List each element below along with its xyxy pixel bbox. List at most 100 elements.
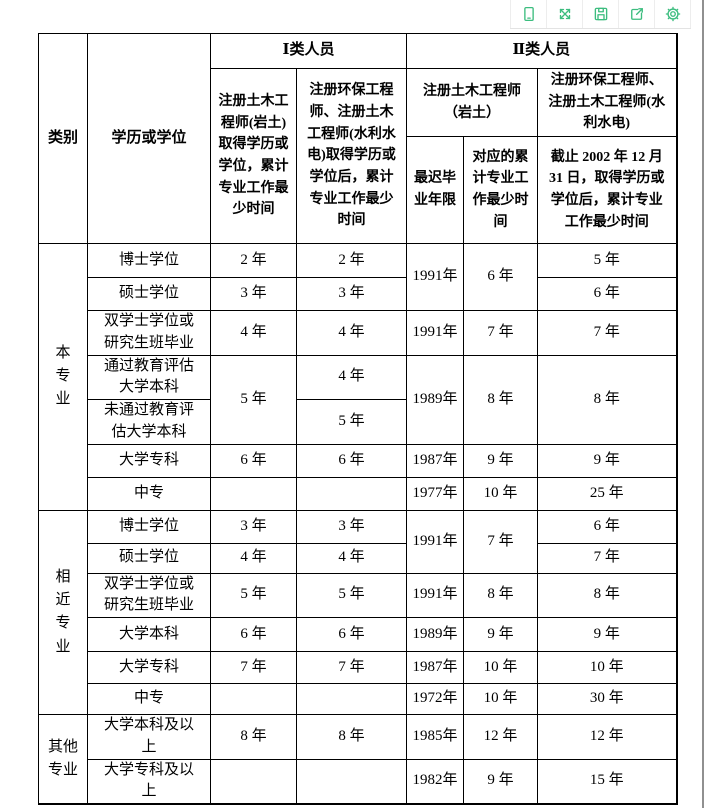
education-cell: 未通过教育评估大学本科 — [87, 399, 211, 445]
table-row: 未通过教育评估大学本科 5 年 — [39, 399, 677, 445]
category-cell: 其他专业 — [38, 714, 88, 805]
header-grad-year: 最迟毕业年限 — [406, 136, 464, 245]
table-cell: 6 年 — [210, 443, 297, 478]
table-cell: 9 年 — [463, 443, 538, 478]
table-cell: 10 年 — [536, 651, 678, 685]
education-cell: 双学士学位或研究生班毕业 — [87, 572, 211, 619]
category-label: 其他专业 — [47, 738, 78, 779]
table-cell: 12 年 — [536, 714, 678, 760]
table-row: 大学专科 7 年 7 年 1987年 10 年 10 年 — [39, 651, 678, 685]
table-cell: 8 年 — [463, 354, 538, 445]
category-label: 相近专业 — [55, 568, 71, 655]
table-row: 本专业 博士学位 2 年 2 年 1991年 6 年 5 年 — [38, 243, 678, 511]
table-cell: 5 年 — [210, 572, 297, 619]
table-row: 双学士学位或研究生班毕业 4 年 4 年 1991年 7 年 7 年 — [39, 310, 678, 356]
save-button[interactable] — [582, 0, 618, 28]
header-class2-group-geotech: 注册土木工程师（岩土） — [406, 67, 538, 138]
table-cell: 3 年 — [296, 509, 407, 544]
table-cell: 10 年 — [463, 683, 538, 716]
table-cell — [296, 758, 407, 805]
table-cell: 8 年 — [536, 572, 678, 619]
table-cell: 3 年 — [296, 277, 407, 312]
table-cell: 8 年 — [296, 714, 407, 760]
table-cell — [296, 683, 407, 716]
table-row: 其他专业 大学本科及以上 8 年 8 年 1985年 12 年 12 年 — [38, 714, 678, 805]
table-cell: 2 年 — [210, 243, 297, 279]
table-row: 双学士学位或研究生班毕业 5 年 5 年 1991年 8 年 8 年 — [39, 572, 678, 619]
education-cell: 通过教育评估大学本科 — [87, 354, 211, 401]
education-cell: 大学专科 — [87, 651, 211, 685]
table-cell: 12 年 — [463, 714, 538, 760]
mobile-button[interactable] — [510, 0, 546, 28]
table-cell: 2 年 — [296, 243, 407, 279]
header-education: 学历或学位 — [87, 32, 211, 245]
header-class2-group-env: 注册环保工程师、注册土木工程师(水利水电) — [536, 67, 678, 138]
table-cell: 5 年 — [296, 399, 407, 445]
table-row: 大学本科 6 年 6 年 1989年 9 年 9 年 — [39, 617, 678, 653]
table-cell: 7 年 — [210, 651, 297, 685]
table-cell: 1982年 — [406, 758, 464, 805]
table-cell: 10 年 — [463, 476, 538, 511]
header-category: 类别 — [38, 32, 88, 245]
table-cell: 4 年 — [296, 542, 407, 574]
table-cell: 1991年 — [406, 509, 464, 574]
table-cell: 10 年 — [463, 651, 538, 685]
fullscreen-icon — [559, 8, 570, 20]
header-class2-title: Ⅱ类人员 — [405, 33, 678, 69]
education-cell: 大学专科及以上 — [87, 758, 211, 805]
table-cell: 30 年 — [536, 683, 678, 716]
mobile-icon — [523, 6, 534, 22]
education-cell: 中专 — [87, 683, 211, 716]
table-cell: 7 年 — [536, 310, 678, 356]
table-cell: 4 年 — [210, 542, 297, 574]
table-cell: 7 年 — [536, 542, 678, 574]
table-cell: 6 年 — [210, 617, 297, 653]
education-cell: 大学本科及以上 — [87, 714, 211, 760]
table-cell: 4 年 — [210, 310, 297, 356]
table-row: 相近专业 博士学位 3 年 3 年 1991年 7 年 6 年 — [38, 509, 678, 716]
table-cell: 8 年 — [463, 572, 538, 619]
table-cell: 1991年 — [406, 572, 464, 619]
table-cell: 1972年 — [406, 683, 464, 716]
table-cell: 1991年 — [406, 243, 464, 312]
category-cell: 本专业 — [38, 243, 88, 511]
save-icon — [594, 7, 607, 21]
table-cell: 6 年 — [463, 243, 538, 312]
table-cell: 8 年 — [536, 354, 678, 445]
education-cell: 硕士学位 — [87, 277, 211, 312]
table-cell: 3 年 — [210, 277, 297, 312]
table-cell: 9 年 — [536, 443, 678, 478]
table-row: 硕士学位 4 年 4 年 7 年 — [39, 542, 678, 574]
table-cell: 6 年 — [296, 617, 407, 653]
toolbar — [510, 0, 691, 29]
settings-button[interactable] — [654, 0, 691, 28]
header-work-time: 对应的累计专业工作最少时间 — [463, 136, 538, 245]
fullscreen-button[interactable] — [546, 0, 582, 28]
table-cell: 9 年 — [536, 617, 678, 653]
education-cell: 博士学位 — [87, 243, 211, 279]
share-button[interactable] — [618, 0, 654, 28]
table-cell: 1987年 — [406, 443, 464, 478]
table-cell: 6 年 — [536, 509, 678, 544]
requirements-table: 类别 学历或学位 Ⅰ类人员 Ⅱ类人员 注册土木工程师(岩土)取得学历或学位，累计… — [38, 32, 678, 806]
table-cell: 25 年 — [536, 476, 678, 511]
header-class1-geotech: 注册土木工程师(岩土)取得学历或学位，累计专业工作最少时间 — [210, 67, 297, 245]
table-cell: 3 年 — [210, 509, 297, 544]
table-cell — [210, 476, 297, 511]
table-cell: 9 年 — [463, 758, 538, 805]
table-row: 大学专科及以上 1982年 9 年 15 年 — [39, 758, 678, 805]
share-icon — [630, 8, 643, 20]
table-cell: 8 年 — [210, 714, 297, 760]
table-cell: 7 年 — [463, 310, 538, 356]
page-edge-line — [702, 0, 704, 808]
table-cell: 4 年 — [296, 354, 407, 401]
settings-icon — [665, 6, 680, 22]
table-cell: 9 年 — [463, 617, 538, 653]
table-cell: 1991年 — [406, 310, 464, 356]
table-row: 中专 1972年 10 年 30 年 — [39, 683, 678, 716]
education-cell: 博士学位 — [87, 509, 211, 544]
header-deadline: 截止 2002 年 12 月 31 日，取得学历或学位后，累计专业工作最少时间 — [536, 136, 678, 245]
header-class1-env: 注册环保工程师、注册土木工程师(水利水电)取得学历或学位后，累计专业工作最少时间 — [296, 67, 407, 245]
table-cell: 7 年 — [296, 651, 407, 685]
category-label: 本专业 — [55, 344, 71, 408]
